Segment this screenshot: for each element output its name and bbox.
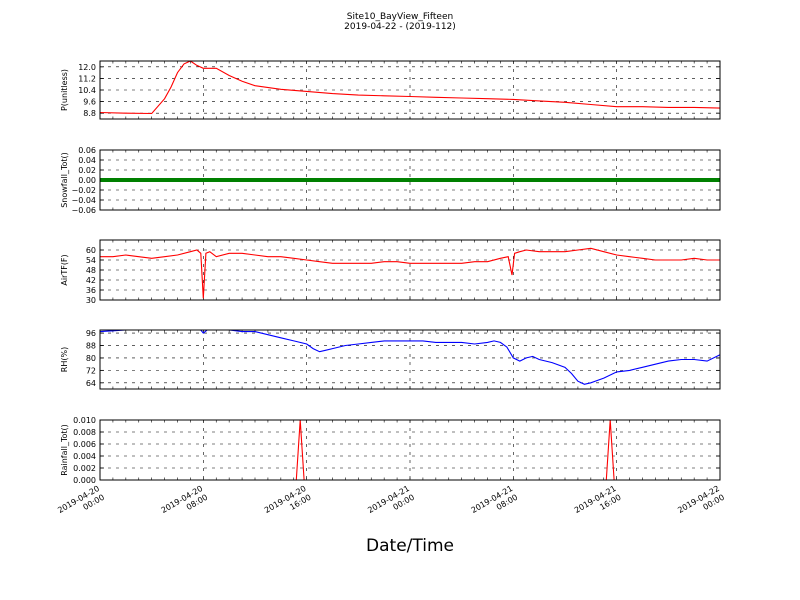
series-line [99, 329, 721, 385]
plot-frame [99, 419, 721, 481]
x-tick-label: 2019-04-2008:00 [160, 484, 210, 524]
y-tick-label: 11.2 [78, 74, 96, 83]
chart-subtitle: 2019-04-22 - (2019-112) [344, 22, 456, 32]
y-tick-label: 54 [86, 256, 96, 265]
series-line [99, 60, 721, 115]
y-tick-label: 0.02 [78, 166, 96, 175]
y-axis-label: AirTF(F) [60, 254, 69, 285]
y-tick-label: 10.4 [78, 86, 96, 95]
x-tick-label: 2019-04-2000:00 [56, 484, 106, 524]
y-tick-label: 0.008 [73, 428, 96, 437]
y-tick-label: 42 [86, 276, 96, 285]
y-tick-label: 88 [86, 342, 96, 351]
y-axis-label: Snowfall_Tot() [60, 152, 69, 208]
y-tick-label: 0.06 [78, 146, 96, 155]
series-line [100, 247, 720, 299]
y-tick-label: 8.8 [83, 109, 96, 118]
y-tick-label: 0.010 [73, 416, 96, 425]
y-tick-label: 0.002 [73, 464, 96, 473]
panel-4: 64 72 80 88 96 RH(%) [60, 329, 721, 390]
y-tick-label: 48 [86, 266, 96, 275]
y-tick-label: 12.0 [78, 63, 96, 72]
x-axis-label: Date/Time [366, 536, 454, 556]
x-tick-label: 2019-04-2100:00 [366, 484, 416, 524]
panel-1: 8.8 9.6 10.4 11.2 12.0 P(unitless) [60, 60, 721, 120]
plot-frame [99, 239, 721, 301]
y-tick-label: 96 [86, 329, 96, 338]
x-tick-label: 2019-04-2116:00 [573, 484, 623, 524]
y-tick-label: −0.06 [71, 206, 96, 215]
y-tick-label: −0.02 [71, 186, 96, 195]
y-tick-label: 0.000 [73, 476, 96, 485]
y-axis-label: Rainfall_Tot() [60, 424, 69, 476]
y-tick-label: 64 [86, 379, 96, 388]
panel-5: 0.000 0.002 0.004 0.006 0.008 0.010 Rainfall_T… [60, 416, 721, 485]
y-tick-label: 72 [86, 366, 96, 375]
y-tick-label: 0.04 [78, 156, 96, 165]
plot-frame [99, 60, 721, 120]
y-tick-label: 0.00 [78, 176, 96, 185]
y-tick-label: 36 [86, 286, 96, 295]
y-axis-label: P(unitless) [60, 69, 69, 111]
x-tick-label: 2019-04-2108:00 [470, 484, 520, 524]
y-tick-label: 60 [86, 246, 96, 255]
y-tick-label: 30 [86, 296, 96, 305]
plot-frame [99, 149, 721, 211]
plot-frame [99, 329, 721, 390]
y-tick-label: −0.04 [71, 196, 96, 205]
chart-title: Site10_BayView_Fifteen [347, 12, 453, 22]
x-tick-label: 2019-04-2016:00 [263, 484, 313, 524]
panel-2: −0.06−0.04−0.020.000.020.040.06 Snowfall_… [60, 146, 721, 215]
y-axis-label: RH(%) [60, 347, 69, 372]
x-tick-label: 2019-04-2200:00 [676, 484, 726, 524]
y-tick-label: 0.004 [73, 452, 96, 461]
y-tick-label: 0.006 [73, 440, 96, 449]
y-tick-label: 9.6 [83, 98, 96, 107]
y-tick-label: 80 [86, 354, 96, 363]
